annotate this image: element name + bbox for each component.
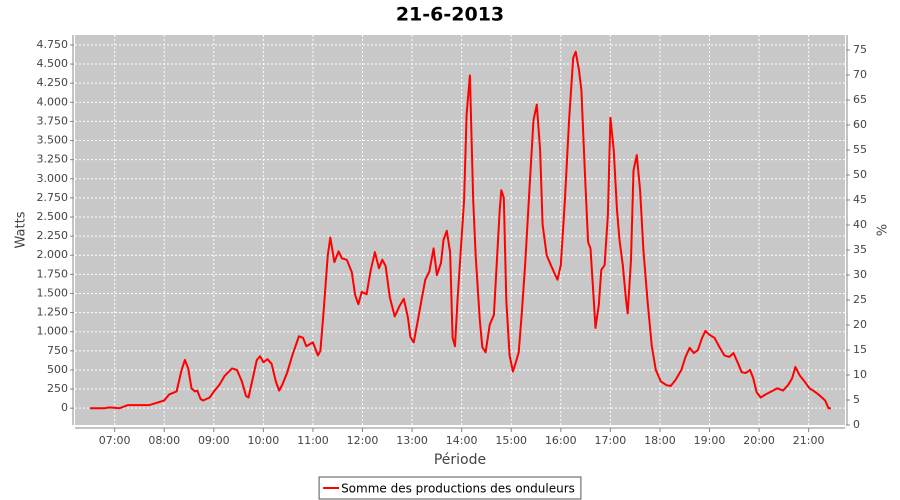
x-tick-label: 14:00 [446,434,478,447]
y-tick-label: 500 [47,363,68,376]
y2-tick-label: 10 [853,368,867,381]
y-tick-label: 250 [47,382,68,395]
chart-title: 21-6-2013 [396,4,504,26]
x-tick-label: 18:00 [644,434,676,447]
y2-tick-label: 55 [853,143,867,156]
y-tick-label: 4.750 [37,38,69,51]
x-tick-label: 08:00 [148,434,180,447]
y2-tick-label: 50 [853,168,867,181]
y2-tick-label: 70 [853,68,867,81]
series-line [89,50,831,410]
y-tick-label: 1.250 [37,306,69,319]
y-tick-label: 4.000 [37,95,69,108]
y-tick-label: 1.000 [37,325,69,338]
y-axis-label: Watts [14,211,29,248]
legend-label: Somme des productions des onduleurs [341,482,575,496]
y-tick-label: 4.250 [37,76,69,89]
x-tick-label: 20:00 [743,434,775,447]
y2-tick-label: 0 [853,418,860,431]
legend-box [318,476,582,500]
x-tick-label: 09:00 [198,434,230,447]
y2-tick-label: 30 [853,268,867,281]
y-tick-label: 2.750 [37,191,69,204]
x-tick-label: 10:00 [248,434,280,447]
y2-tick-label: 15 [853,343,867,356]
y-tick-label: 3.500 [37,134,69,147]
y2-tick-label: 45 [853,193,867,206]
x-tick-label: 19:00 [694,434,726,447]
x-tick-label: 07:00 [99,434,131,447]
y2-tick-label: 25 [853,293,867,306]
y2-tick-label: 5 [853,393,860,406]
y-tick-label: 3.750 [37,114,69,127]
y2-tick-label: 65 [853,93,867,106]
y2-tick-label: 20 [853,318,867,331]
x-tick-label: 15:00 [495,434,527,447]
x-tick-label: 11:00 [297,434,329,447]
y2-tick-label: 35 [853,243,867,256]
x-tick-label: 13:00 [396,434,428,447]
plot-area [75,35,845,425]
y2-tick-label: 60 [853,118,867,131]
y2-tick-label: 40 [853,218,867,231]
y-tick-label: 3.000 [37,172,69,185]
x-tick-label: 21:00 [793,434,825,447]
y-tick-label: 4.500 [37,57,69,70]
y-tick-label: 1.500 [37,286,69,299]
y2-tick-label: 75 [853,43,867,56]
y-tick-label: 3.250 [37,153,69,166]
y-tick-label: 2.000 [37,248,69,261]
x-tick-label: 17:00 [595,434,627,447]
x-axis-label: Période [434,452,486,468]
y-tick-label: 2.500 [37,210,69,223]
y-tick-label: 1.750 [37,267,69,280]
x-tick-label: 12:00 [347,434,379,447]
y2-axis-label: % [873,224,888,236]
y-tick-label: 2.250 [37,229,69,242]
x-tick-label: 16:00 [545,434,577,447]
y-tick-label: 0 [61,401,68,414]
y-tick-label: 750 [47,344,68,357]
